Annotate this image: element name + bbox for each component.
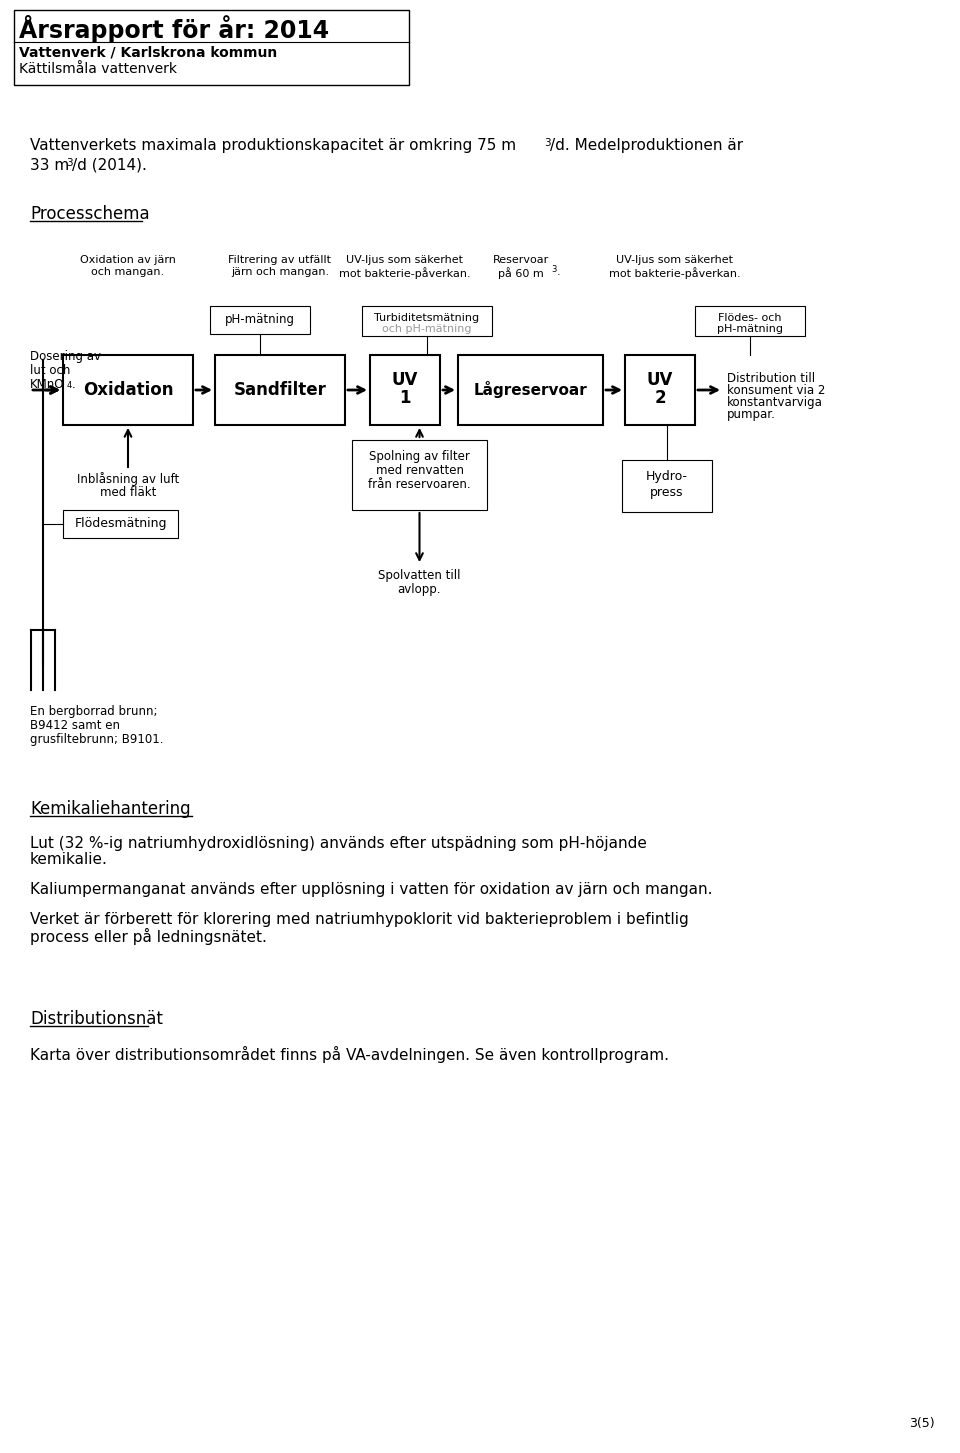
- Text: och pH-mätning: och pH-mätning: [382, 324, 471, 334]
- Text: UV-ljus som säkerhet: UV-ljus som säkerhet: [347, 254, 464, 264]
- Text: process eller på ledningsnätet.: process eller på ledningsnätet.: [30, 928, 267, 944]
- Text: Turbiditetsmätning: Turbiditetsmätning: [374, 312, 480, 323]
- Text: mot bakterie-påverkan.: mot bakterie-påverkan.: [339, 267, 470, 279]
- Text: 3: 3: [551, 264, 557, 275]
- Bar: [695, 307, 805, 336]
- Text: Distributionsnät: Distributionsnät: [30, 1010, 163, 1029]
- Text: Lågreservoar: Lågreservoar: [473, 382, 588, 398]
- Text: Distribution till: Distribution till: [727, 372, 815, 385]
- Text: pumpar.: pumpar.: [727, 408, 776, 421]
- Text: konsument via 2: konsument via 2: [727, 384, 826, 397]
- Text: Vattenverkets maximala produktionskapacitet är omkring 75 m: Vattenverkets maximala produktionskapaci…: [30, 138, 516, 153]
- Text: KMnO: KMnO: [30, 378, 64, 391]
- Text: Verket är förberett för klorering med natriumhypoklorit vid bakterieproblem i be: Verket är förberett för klorering med na…: [30, 912, 688, 927]
- Bar: [210, 307, 310, 334]
- Text: 3: 3: [544, 138, 551, 148]
- Bar: [370, 355, 440, 424]
- Text: Sandfilter: Sandfilter: [233, 381, 326, 400]
- Text: från reservoaren.: från reservoaren.: [369, 478, 470, 491]
- Text: med fläkt: med fläkt: [100, 485, 156, 498]
- Text: och mangan.: och mangan.: [91, 267, 164, 278]
- Bar: [63, 355, 193, 424]
- Text: Hydro-: Hydro-: [646, 469, 688, 482]
- Text: .: .: [72, 378, 76, 391]
- Text: Karta över distributionsområdet finns på VA-avdelningen. Se även kontrollprogram: Karta över distributionsområdet finns på…: [30, 1046, 669, 1064]
- Text: Vattenverk / Karlskrona kommun: Vattenverk / Karlskrona kommun: [19, 46, 277, 60]
- Text: 3: 3: [66, 158, 73, 169]
- Text: mot bakterie-påverkan.: mot bakterie-påverkan.: [610, 267, 741, 279]
- Text: pH-mätning: pH-mätning: [717, 324, 783, 334]
- Text: Reservoar: Reservoar: [492, 254, 548, 264]
- Text: Kättilsmåla vattenverk: Kättilsmåla vattenverk: [19, 62, 177, 76]
- Bar: [352, 440, 487, 510]
- Bar: [362, 307, 492, 336]
- Text: på 60 m: på 60 m: [497, 267, 543, 279]
- Text: .: .: [557, 267, 560, 278]
- Text: med renvatten: med renvatten: [375, 464, 464, 477]
- Bar: [458, 355, 603, 424]
- Text: Kemikaliehantering: Kemikaliehantering: [30, 801, 191, 818]
- Text: En bergborrad brunn;: En bergborrad brunn;: [30, 705, 157, 718]
- Text: Flödes- och: Flödes- och: [718, 312, 781, 323]
- Text: Lut (32 %-ig natriumhydroxidlösning) används efter utspädning som pH-höjande: Lut (32 %-ig natriumhydroxidlösning) anv…: [30, 835, 647, 851]
- Bar: [622, 461, 712, 511]
- Text: pH-mätning: pH-mätning: [225, 314, 295, 327]
- Text: Inblåsning av luft: Inblåsning av luft: [77, 472, 180, 485]
- Text: konstantvarviga: konstantvarviga: [727, 397, 823, 408]
- Text: kemikalie.: kemikalie.: [30, 851, 108, 867]
- Text: Processchema: Processchema: [30, 205, 150, 222]
- Text: /d (2014).: /d (2014).: [72, 158, 147, 173]
- Text: UV: UV: [647, 371, 673, 389]
- Bar: [215, 355, 345, 424]
- Text: Årsrapport för år: 2014: Årsrapport för år: 2014: [19, 15, 329, 44]
- Text: 33 m: 33 m: [30, 158, 69, 173]
- Text: Kaliumpermanganat används efter upplösning i vatten för oxidation av järn och ma: Kaliumpermanganat används efter upplösni…: [30, 882, 712, 897]
- Text: B9412 samt en: B9412 samt en: [30, 719, 120, 732]
- Text: Dosering av: Dosering av: [30, 350, 101, 363]
- Text: 4: 4: [67, 381, 72, 389]
- Text: 2: 2: [654, 389, 666, 407]
- Text: lut och: lut och: [30, 365, 70, 376]
- Text: järn och mangan.: järn och mangan.: [231, 267, 329, 278]
- Text: press: press: [650, 485, 684, 498]
- Text: Filtrering av utfällt: Filtrering av utfällt: [228, 254, 331, 264]
- Text: UV-ljus som säkerhet: UV-ljus som säkerhet: [616, 254, 733, 264]
- Bar: [14, 10, 409, 84]
- Text: Oxidation: Oxidation: [83, 381, 173, 400]
- Bar: [625, 355, 695, 424]
- Text: Spolning av filter: Spolning av filter: [369, 450, 470, 464]
- Text: Oxidation av järn: Oxidation av järn: [80, 254, 176, 264]
- Text: /d. Medelproduktionen är: /d. Medelproduktionen är: [550, 138, 743, 153]
- Bar: [63, 510, 178, 538]
- Text: Flödesmätning: Flödesmätning: [74, 517, 167, 530]
- Text: grusfiltebrunn; B9101.: grusfiltebrunn; B9101.: [30, 732, 163, 745]
- Text: UV: UV: [392, 371, 419, 389]
- Text: Spolvatten till: Spolvatten till: [378, 570, 461, 583]
- Text: 1: 1: [399, 389, 411, 407]
- Text: avlopp.: avlopp.: [397, 583, 442, 596]
- Text: 3(5): 3(5): [909, 1417, 935, 1430]
